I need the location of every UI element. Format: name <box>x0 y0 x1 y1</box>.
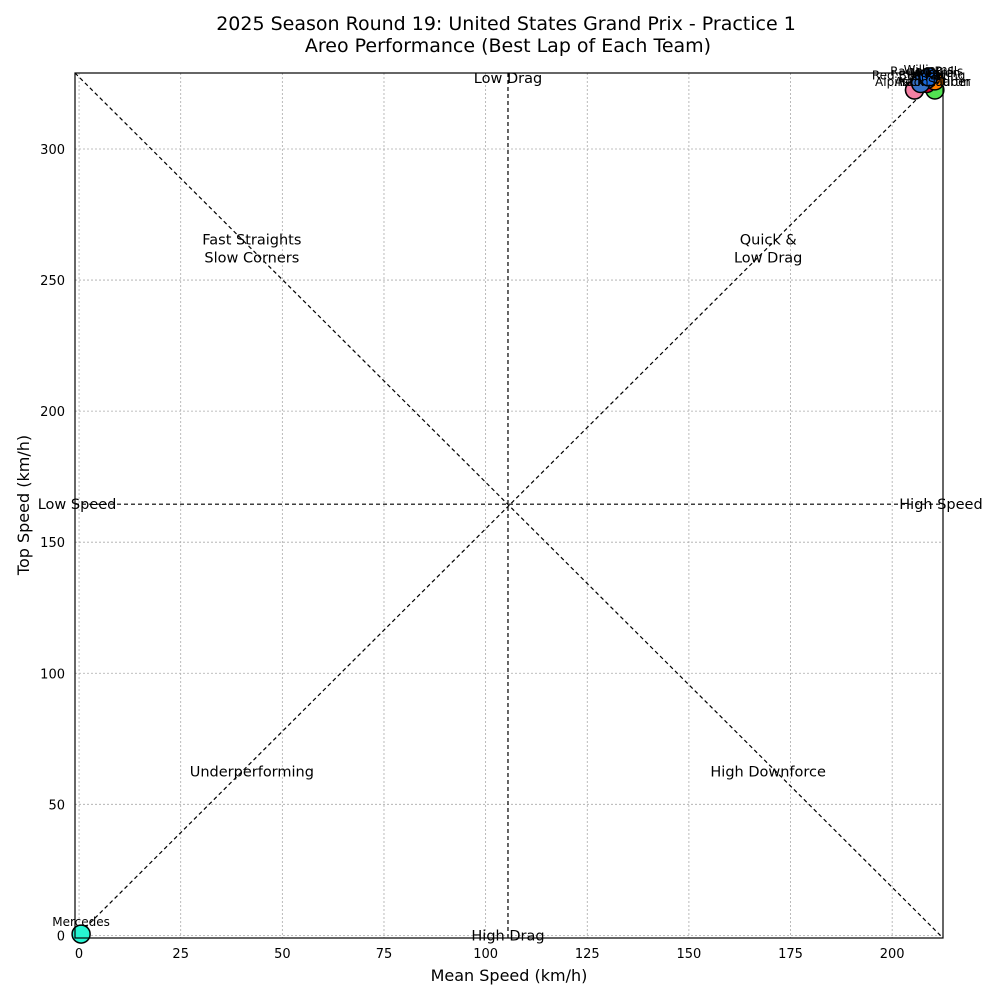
x-tick-label: 0 <box>75 947 83 962</box>
region-label: Fast Straights Slow Corners <box>202 233 301 267</box>
x-axis-ticks: 0 25 50 75 100 125 150 175 200 <box>75 947 905 962</box>
team-label: Alpine <box>875 75 912 89</box>
x-tick-label: 25 <box>172 947 189 962</box>
x-axis-label: Mean Speed (km/h) <box>431 966 588 985</box>
team-label: Aston Martin <box>895 75 971 89</box>
title-line-1: 2025 Season Round 19: United States Gran… <box>216 13 796 35</box>
falling-diagonal-line <box>74 72 944 939</box>
team-points <box>71 67 945 944</box>
y-tick-label: 150 <box>40 536 65 551</box>
region-label: Quick & Low Drag <box>734 233 802 267</box>
y-tick-label: 100 <box>40 667 65 682</box>
region-label: High Speed <box>899 497 982 513</box>
y-tick-label: 200 <box>40 405 65 420</box>
team-label: Mercedes <box>52 915 110 929</box>
y-tick-label: 0 <box>57 929 65 944</box>
reference-lines <box>74 72 944 939</box>
region-label: High Downforce <box>710 765 826 781</box>
x-tick-label: 75 <box>376 947 393 962</box>
x-tick-label: 125 <box>575 947 600 962</box>
region-label: Underperforming <box>190 765 314 781</box>
y-axis-ticks: 0 50 100 150 200 250 300 <box>40 143 65 944</box>
x-tick-label: 150 <box>676 947 701 962</box>
region-label: Low Drag <box>474 71 542 87</box>
x-tick-label: 50 <box>274 947 291 962</box>
team-label: Williams <box>904 63 954 77</box>
region-labels: Low Drag High Drag Low Speed High Speed Fast… <box>38 71 983 944</box>
plot-area-frame <box>74 72 944 939</box>
y-tick-label: 300 <box>40 143 65 158</box>
team-label: Ferrari <box>907 68 946 82</box>
chart-title: 2025 Season Round 19: United States Gran… <box>216 13 796 57</box>
region-label: Low Speed <box>38 497 117 513</box>
x-tick-label: 200 <box>880 947 905 962</box>
team-label: Kick Sauber <box>899 75 970 89</box>
x-tick-label: 100 <box>473 947 498 962</box>
x-tick-label: 175 <box>778 947 803 962</box>
region-label: High Drag <box>471 928 544 944</box>
y-tick-label: 250 <box>40 274 65 289</box>
y-tick-label: 50 <box>48 798 65 813</box>
gridlines <box>75 73 943 938</box>
title-line-2: Areo Performance (Best Lap of Each Team) <box>305 35 711 57</box>
team-label: Racing Bulls <box>890 65 963 79</box>
team-label: Red Bull Racing <box>872 68 966 82</box>
y-axis-label: Top Speed (km/h) <box>14 435 33 576</box>
